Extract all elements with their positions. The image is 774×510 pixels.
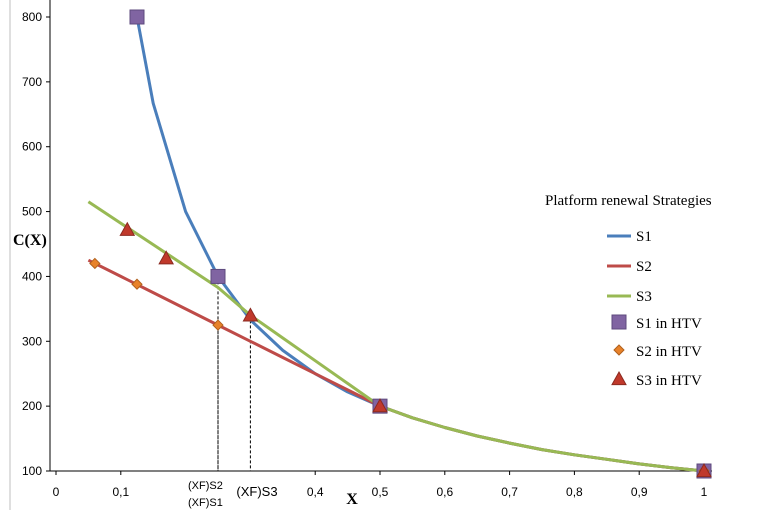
legend-label-s1: S1 bbox=[636, 229, 652, 245]
legend-marker-triangle bbox=[611, 370, 627, 386]
legend-marker-diamond bbox=[613, 344, 625, 356]
marker-triangle-point bbox=[119, 221, 136, 236]
marker-diamond-point bbox=[89, 257, 101, 270]
x-tick-label: 0,8 bbox=[566, 485, 583, 499]
x-tick-label: 0,4 bbox=[307, 485, 324, 499]
marker-triangle-point bbox=[372, 398, 388, 413]
marker-square-point bbox=[210, 268, 226, 284]
x-tick-label: 0,9 bbox=[631, 485, 648, 499]
x-tick-label: 0,6 bbox=[436, 485, 453, 499]
x-tick-label: 0 bbox=[53, 485, 60, 499]
legend-label-square-htv: S1 in HTV bbox=[636, 316, 702, 332]
marker-diamond-point bbox=[212, 319, 224, 331]
legend-marker-square bbox=[611, 314, 627, 330]
annotation-label-xf-s2: (XF)S2 bbox=[188, 480, 223, 492]
legend-title: Platform renewal Strategies bbox=[545, 193, 712, 209]
x-tick-label: 0,5 bbox=[372, 485, 389, 499]
annotation-label-xf-s3: (XF)S3 bbox=[236, 484, 277, 499]
marker-triangle-point bbox=[696, 462, 712, 478]
y-tick-label: 500 bbox=[22, 205, 42, 219]
annotation-label-xf-s1: (XF)S1 bbox=[188, 497, 223, 509]
x-axis-title: X bbox=[346, 491, 358, 508]
legend-label-diamond-htv: S2 in HTV bbox=[636, 344, 702, 360]
x-tick-label: 0,7 bbox=[501, 485, 518, 499]
legend-label-s2: S2 bbox=[636, 259, 652, 275]
y-tick-label: 600 bbox=[22, 140, 42, 154]
y-axis-title: C(X) bbox=[13, 232, 47, 249]
y-tick-label: 200 bbox=[22, 399, 42, 413]
marker-diamond-point bbox=[131, 278, 143, 290]
y-tick-label: 100 bbox=[22, 464, 42, 478]
x-tick-label: 1 bbox=[701, 485, 708, 499]
y-tick-label: 400 bbox=[22, 269, 42, 283]
series-line-s1 bbox=[135, 16, 705, 473]
marker-square-point bbox=[129, 9, 145, 25]
series-line-s2 bbox=[87, 258, 705, 473]
y-tick-label: 800 bbox=[22, 10, 42, 24]
y-tick-label: 300 bbox=[22, 334, 42, 348]
x-tick-label: 0,1 bbox=[112, 485, 129, 499]
marker-triangle-point bbox=[242, 307, 259, 322]
legend-label-triangle-htv: S3 in HTV bbox=[636, 373, 702, 389]
legend-label-s3: S3 bbox=[636, 289, 652, 305]
y-tick-label: 700 bbox=[22, 75, 42, 89]
series-line-s3 bbox=[87, 200, 705, 473]
marker-triangle-point bbox=[158, 250, 175, 265]
